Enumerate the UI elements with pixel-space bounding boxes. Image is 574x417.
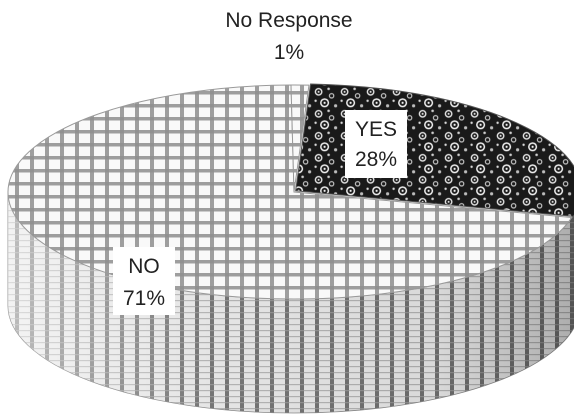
- data-label-yes: YES 28%: [345, 110, 407, 178]
- data-label-no-name: NO: [128, 255, 160, 278]
- data-label-no: NO 71%: [113, 247, 175, 315]
- data-label-no-response-name: No Response: [225, 9, 352, 32]
- data-label-yes-pct: 28%: [355, 148, 397, 171]
- data-label-no-response: No Response 1%: [225, 9, 352, 64]
- data-label-yes-name: YES: [355, 118, 397, 141]
- pie-side-shading: [8, 192, 574, 413]
- data-label-no-response-pct: 1%: [274, 41, 304, 64]
- pie-slice-no: [7, 84, 573, 300]
- pie-slice-no-response: [290, 84, 310, 193]
- data-label-no-pct: 71%: [123, 287, 165, 310]
